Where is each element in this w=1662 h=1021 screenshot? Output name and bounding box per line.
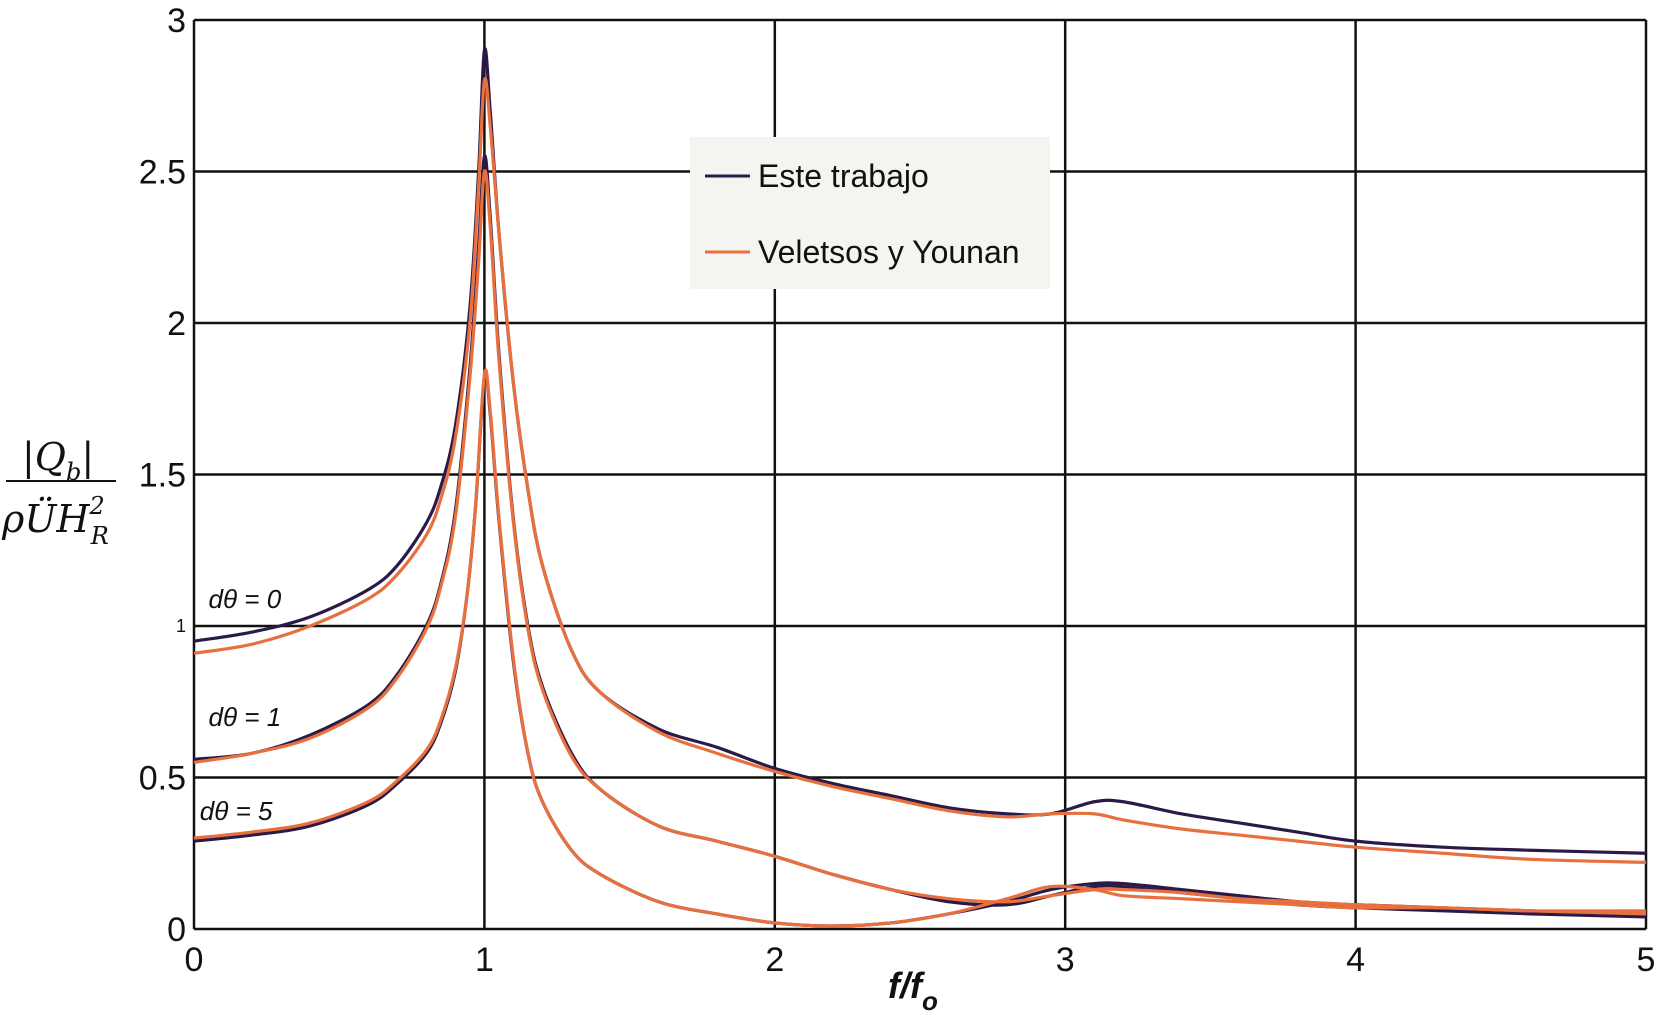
curve-annotation: dθ = 0 [209, 584, 282, 614]
y-label-numerator-end: | [81, 435, 94, 479]
x-axis-label: f/fo [888, 965, 938, 1016]
x-tick-label: 1 [475, 941, 494, 979]
x-tick-label: 4 [1346, 941, 1365, 979]
y-label-denominator-sup: 2 [89, 492, 105, 520]
x-tick-label: 2 [765, 941, 784, 979]
x-tick-label: 3 [1056, 941, 1075, 979]
x-axis-label-subscript: o [922, 986, 938, 1016]
y-tick-label: 1 [176, 616, 186, 636]
legend-label-veletsos-younan: Veletsos y Younan [758, 234, 1020, 270]
series-line-veletsos-y-younan-dtheta-1 [193, 169, 1647, 916]
series-lines [193, 47, 1647, 928]
y-label-denominator: ρÜH [1, 497, 90, 541]
legend: Este trabajo Veletsos y Younan [690, 137, 1050, 289]
y-tick-label: 3 [167, 2, 186, 40]
curve-annotation: dθ = 1 [209, 702, 282, 732]
x-tick-labels: 0 1 2 3 4 5 [185, 941, 1656, 979]
curve-annotations: dθ = 0 dθ = 1 dθ = 5 [200, 584, 282, 826]
series-line-veletsos-y-younan-dtheta-5 [193, 368, 1647, 928]
y-label-denominator-sub: R [90, 522, 109, 550]
series-line-veletsos-y-younan-dtheta-0 [193, 77, 1647, 864]
svg-text:f/fo: f/fo [888, 965, 938, 1016]
y-axis-label: |Qb| ρÜH2 R [1, 435, 116, 550]
series-line-este-trabajo-dtheta-5 [193, 371, 1647, 928]
y-label-numerator: |Q [22, 435, 66, 479]
legend-label-este-trabajo: Este trabajo [758, 158, 929, 194]
svg-text:|Qb|: |Qb| [22, 435, 94, 486]
y-tick-label: 0.5 [139, 760, 186, 798]
y-tick-label: 0 [167, 911, 186, 949]
y-tick-label: 2 [167, 305, 186, 343]
legend-background [690, 137, 1050, 289]
x-tick-label: 0 [185, 941, 204, 979]
grid-lines [192, 18, 1648, 931]
curve-annotation: dθ = 5 [200, 796, 273, 826]
y-label-numerator-sub: b [66, 458, 81, 486]
y-tick-labels: 0 0.5 1 1.5 2 2.5 3 [139, 2, 186, 949]
x-tick-label: 5 [1637, 941, 1656, 979]
x-axis-label-main: f/f [888, 965, 925, 1006]
y-tick-label: 1.5 [139, 457, 186, 495]
y-tick-label: 2.5 [139, 154, 186, 192]
